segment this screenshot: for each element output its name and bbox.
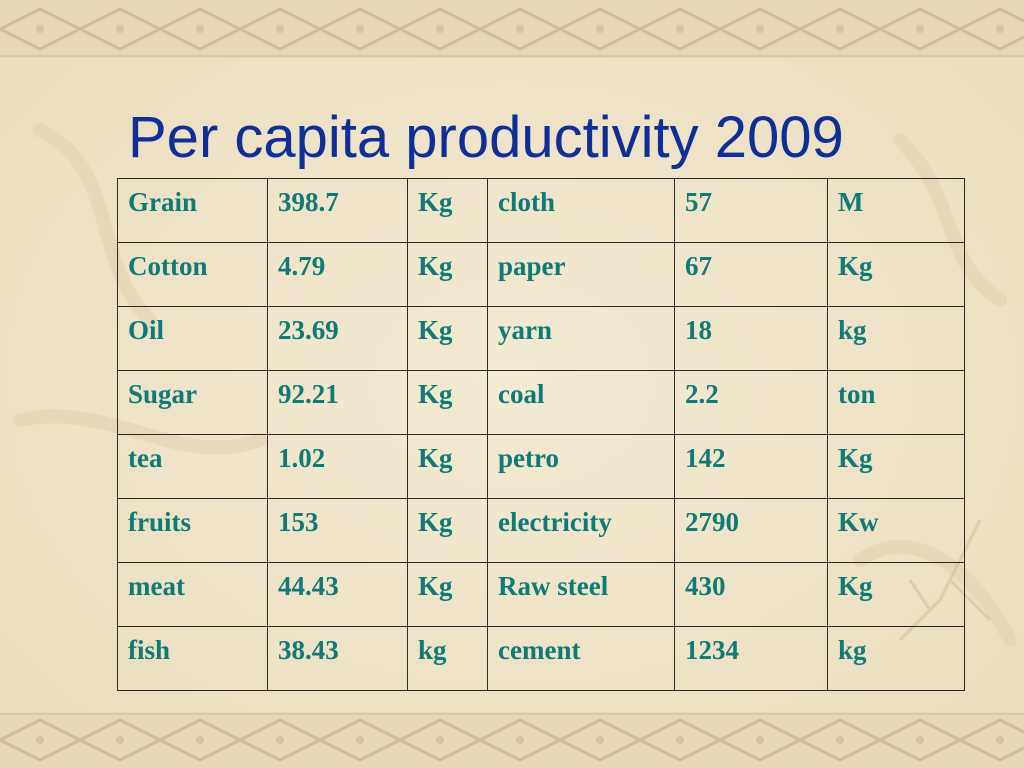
product-name-cell: Raw steel (487, 562, 675, 627)
product-name-cell: yarn (487, 306, 675, 371)
value-cell: 430 (674, 562, 828, 627)
slide-title: Per capita productivity 2009 (128, 105, 844, 170)
table-row: tea 1.02 Kg petro 142 Kg (117, 434, 965, 499)
unit-cell: Kw (827, 498, 965, 563)
unit-cell: Kg (407, 306, 488, 371)
table-row: Oil 23.69 Kg yarn 18 kg (117, 306, 965, 371)
unit-cell: Kg (827, 434, 965, 499)
product-name-cell: electricity (487, 498, 675, 563)
value-cell: 2790 (674, 498, 828, 563)
value-cell: 67 (674, 242, 828, 307)
value-cell: 44.43 (267, 562, 408, 627)
value-cell: 2.2 (674, 370, 828, 435)
table-row: Cotton 4.79 Kg paper 67 Kg (117, 242, 965, 307)
unit-cell: kg (827, 306, 965, 371)
value-cell: 23.69 (267, 306, 408, 371)
product-name-cell: Grain (117, 178, 268, 243)
value-cell: 398.7 (267, 178, 408, 243)
unit-cell: Kg (407, 562, 488, 627)
value-cell: 1.02 (267, 434, 408, 499)
unit-cell: M (827, 178, 965, 243)
value-cell: 38.43 (267, 626, 408, 691)
product-name-cell: fruits (117, 498, 268, 563)
unit-cell: Kg (407, 370, 488, 435)
value-cell: 18 (674, 306, 828, 371)
unit-cell: ton (827, 370, 965, 435)
product-name-cell: coal (487, 370, 675, 435)
top-decorative-border (0, 0, 1024, 58)
value-cell: 1234 (674, 626, 828, 691)
bottom-decorative-border (0, 712, 1024, 768)
unit-cell: Kg (827, 242, 965, 307)
product-name-cell: Oil (117, 306, 268, 371)
table-row: Grain 398.7 Kg cloth 57 M (117, 178, 965, 243)
productivity-table: Grain 398.7 Kg cloth 57 M Cotton 4.79 Kg… (117, 178, 965, 691)
unit-cell: Kg (407, 498, 488, 563)
value-cell: 142 (674, 434, 828, 499)
table-row: fish 38.43 kg cement 1234 kg (117, 626, 965, 691)
product-name-cell: paper (487, 242, 675, 307)
value-cell: 57 (674, 178, 828, 243)
table-row: fruits 153 Kg electricity 2790 Kw (117, 498, 965, 563)
unit-cell: Kg (407, 178, 488, 243)
product-name-cell: fish (117, 626, 268, 691)
product-name-cell: Cotton (117, 242, 268, 307)
product-name-cell: Sugar (117, 370, 268, 435)
table-row: meat 44.43 Kg Raw steel 430 Kg (117, 562, 965, 627)
product-name-cell: tea (117, 434, 268, 499)
product-name-cell: petro (487, 434, 675, 499)
product-name-cell: cloth (487, 178, 675, 243)
value-cell: 153 (267, 498, 408, 563)
unit-cell: Kg (407, 434, 488, 499)
value-cell: 4.79 (267, 242, 408, 307)
unit-cell: kg (407, 626, 488, 691)
product-name-cell: meat (117, 562, 268, 627)
unit-cell: Kg (827, 562, 965, 627)
unit-cell: kg (827, 626, 965, 691)
unit-cell: Kg (407, 242, 488, 307)
value-cell: 92.21 (267, 370, 408, 435)
table-row: Sugar 92.21 Kg coal 2.2 ton (117, 370, 965, 435)
product-name-cell: cement (487, 626, 675, 691)
